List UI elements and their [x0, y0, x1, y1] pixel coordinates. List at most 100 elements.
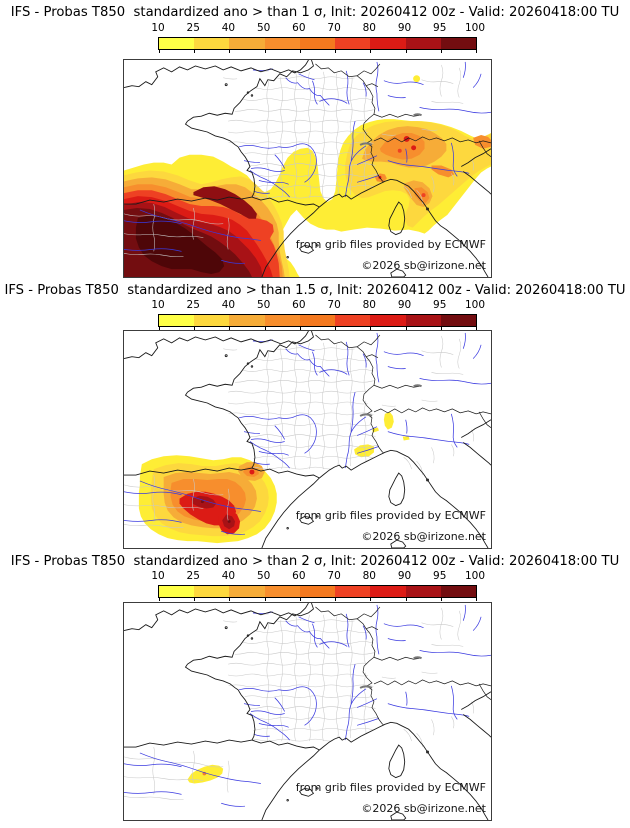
colorbar-tickmark [370, 598, 372, 601]
tick-label: 50 [256, 299, 271, 311]
tick-label: 40 [221, 299, 236, 311]
colorbar-segment [405, 315, 441, 326]
map-svg-1 [124, 60, 491, 277]
attribution-copyright: ©2026 sb@irizone.net [361, 530, 486, 543]
colorbar-segment [299, 38, 336, 49]
attribution-copyright: ©2026 sb@irizone.net [361, 802, 486, 815]
colorbar-tickmark [475, 50, 477, 53]
colorbar-segment [335, 38, 371, 49]
anomaly-overlay-1p5sigma [138, 411, 410, 544]
colorbar-tickmark [229, 50, 231, 53]
tick-label: 40 [221, 570, 236, 582]
tick-label: 25 [186, 22, 200, 34]
attribution-source: from grib files provided by ECMWF [295, 509, 486, 522]
colorbar-segment [264, 38, 300, 49]
colorbar-tickmark [370, 50, 372, 53]
colorbar-tickmark [335, 598, 337, 601]
colorbar-2 [158, 314, 477, 330]
colorbar-1 [158, 37, 477, 53]
tick-label: 80 [362, 22, 376, 34]
colorbar-segment [370, 38, 406, 49]
colorbar-tickmark [194, 50, 196, 53]
colorbar-segment [229, 38, 265, 49]
anomaly-overlay-1sigma [124, 75, 491, 277]
colorbar-segment [229, 315, 265, 326]
map-svg-3 [124, 603, 491, 820]
tick-label: 25 [186, 299, 200, 311]
tick-label: 90 [397, 570, 412, 582]
tick-label: 70 [327, 299, 341, 311]
colorbar-segment [159, 38, 195, 49]
tick-label: 60 [292, 299, 306, 311]
colorbar-tickmark [159, 327, 160, 330]
tick-label: 70 [327, 570, 341, 582]
tick-label: 95 [433, 570, 447, 582]
tick-label: 60 [292, 570, 306, 582]
colorbar-segment [299, 315, 336, 326]
colorbar-tickmark [475, 327, 477, 330]
tick-label: 95 [433, 299, 447, 311]
map-svg-2 [124, 331, 491, 548]
colorbar-tickmark [299, 50, 301, 53]
tick-label: 95 [433, 22, 447, 34]
colorbar-ticks-3: 10 25 40 50 60 70 80 90 95 100 [151, 570, 485, 583]
colorbar-tickmark [440, 327, 442, 330]
panel-title-1sigma: IFS - Probas T850 standardized ano > tha… [10, 5, 620, 20]
map-2sigma: from grib files provided by ECMWF ©2026 … [123, 602, 492, 821]
colorbar-segment [299, 586, 336, 597]
attribution-source: from grib files provided by ECMWF [295, 238, 486, 251]
colorbar-segment [440, 315, 476, 326]
tick-label: 90 [397, 299, 412, 311]
colorbar-tickmark [194, 327, 196, 330]
colorbar-segment [194, 586, 230, 597]
map-1sigma: from grib files provided by ECMWF ©2026 … [123, 59, 492, 278]
panel-title-2sigma: IFS - Probas T850 standardized ano > tha… [10, 554, 620, 569]
colorbar-segment [440, 38, 476, 49]
tick-label: 10 [151, 22, 165, 34]
tick-label: 90 [397, 22, 412, 34]
colorbar-ticks-2: 10 25 40 50 60 70 80 90 95 100 [151, 299, 485, 312]
tick-label: 80 [362, 570, 376, 582]
colorbar-segment [405, 586, 441, 597]
tick-label: 50 [256, 22, 271, 34]
colorbar-tickmark [159, 598, 160, 601]
colorbar-segment [194, 315, 230, 326]
colorbar-tickmark [194, 598, 196, 601]
colorbar-segment [370, 586, 406, 597]
colorbar-tickmark [370, 327, 372, 330]
tick-label: 70 [327, 22, 341, 34]
tick-label: 10 [151, 570, 165, 582]
colorbar-tickmark [440, 598, 442, 601]
tick-label: 80 [362, 299, 376, 311]
colorbar-tickmark [405, 598, 407, 601]
panel-title-1p5sigma: IFS - Probas T850 standardized ano > tha… [4, 283, 626, 298]
tick-label: 25 [186, 570, 200, 582]
tick-label: 40 [221, 22, 236, 34]
colorbar-segment [440, 586, 476, 597]
attribution-copyright: ©2026 sb@irizone.net [361, 259, 486, 272]
attribution-source: from grib files provided by ECMWF [295, 781, 486, 794]
colorbar-segment [335, 315, 371, 326]
tick-label: 100 [464, 299, 486, 311]
colorbar-segment [159, 586, 195, 597]
colorbar-tickmark [229, 327, 231, 330]
colorbar-tickmark [159, 50, 160, 53]
colorbar-tickmark [405, 50, 407, 53]
tick-label: 60 [292, 22, 306, 34]
tick-label: 50 [256, 570, 271, 582]
colorbar-tickmark [264, 598, 266, 601]
map-1p5sigma: from grib files provided by ECMWF ©2026 … [123, 330, 492, 549]
colorbar-segment [370, 315, 406, 326]
colorbar-tickmark [264, 327, 266, 330]
colorbar-tickmark [335, 327, 337, 330]
colorbar-segment [229, 586, 265, 597]
colorbar-3 [158, 585, 477, 601]
colorbar-ticks-1: 10 25 40 50 60 70 80 90 95 100 [151, 22, 485, 35]
colorbar-tickmark [229, 598, 231, 601]
colorbar-segment [264, 315, 300, 326]
colorbar-segment [335, 586, 371, 597]
colorbar-tickmark [299, 327, 301, 330]
colorbar-tickmark [264, 50, 266, 53]
colorbar-tickmark [475, 598, 477, 601]
